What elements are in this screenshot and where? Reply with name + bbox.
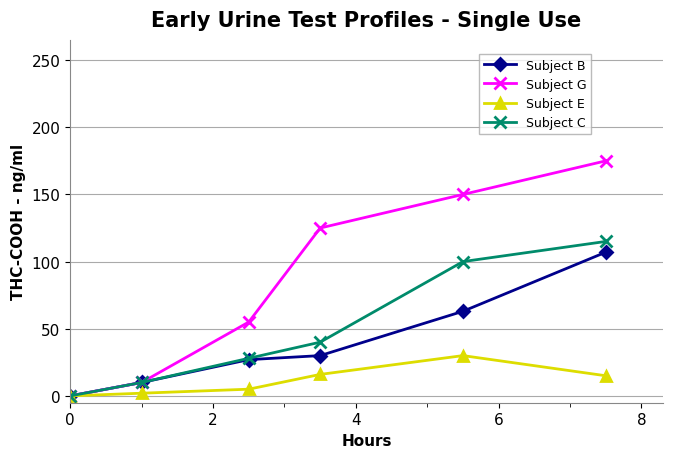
Line: Subject B: Subject B (66, 248, 610, 400)
Subject B (602, 250, 610, 255)
Line: Subject G: Subject G (65, 156, 611, 402)
Subject E (245, 386, 253, 392)
Subject G (459, 192, 467, 198)
Subject C (66, 393, 74, 399)
Subject G (245, 319, 253, 325)
Subject G (137, 380, 146, 386)
Legend: Subject B, Subject G, Subject E, Subject C: Subject B, Subject G, Subject E, Subject… (479, 54, 591, 135)
Subject C (316, 340, 324, 345)
X-axis label: Hours: Hours (341, 433, 392, 448)
Subject C (245, 356, 253, 361)
Subject G (66, 393, 74, 399)
Subject E (602, 373, 610, 379)
Line: Subject C: Subject C (65, 236, 611, 402)
Subject E (316, 372, 324, 377)
Subject B (245, 357, 253, 363)
Subject C (602, 239, 610, 245)
Y-axis label: THC-COOH - ng/ml: THC-COOH - ng/ml (11, 144, 26, 300)
Subject B (316, 353, 324, 358)
Subject B (137, 380, 146, 386)
Title: Early Urine Test Profiles - Single Use: Early Urine Test Profiles - Single Use (152, 11, 582, 31)
Line: Subject E: Subject E (65, 351, 611, 401)
Subject E (137, 391, 146, 396)
Subject E (66, 393, 74, 399)
Subject B (459, 309, 467, 314)
Subject C (137, 380, 146, 386)
Subject G (602, 159, 610, 164)
Subject E (459, 353, 467, 358)
Subject G (316, 226, 324, 231)
Subject B (66, 393, 74, 399)
Subject C (459, 259, 467, 265)
